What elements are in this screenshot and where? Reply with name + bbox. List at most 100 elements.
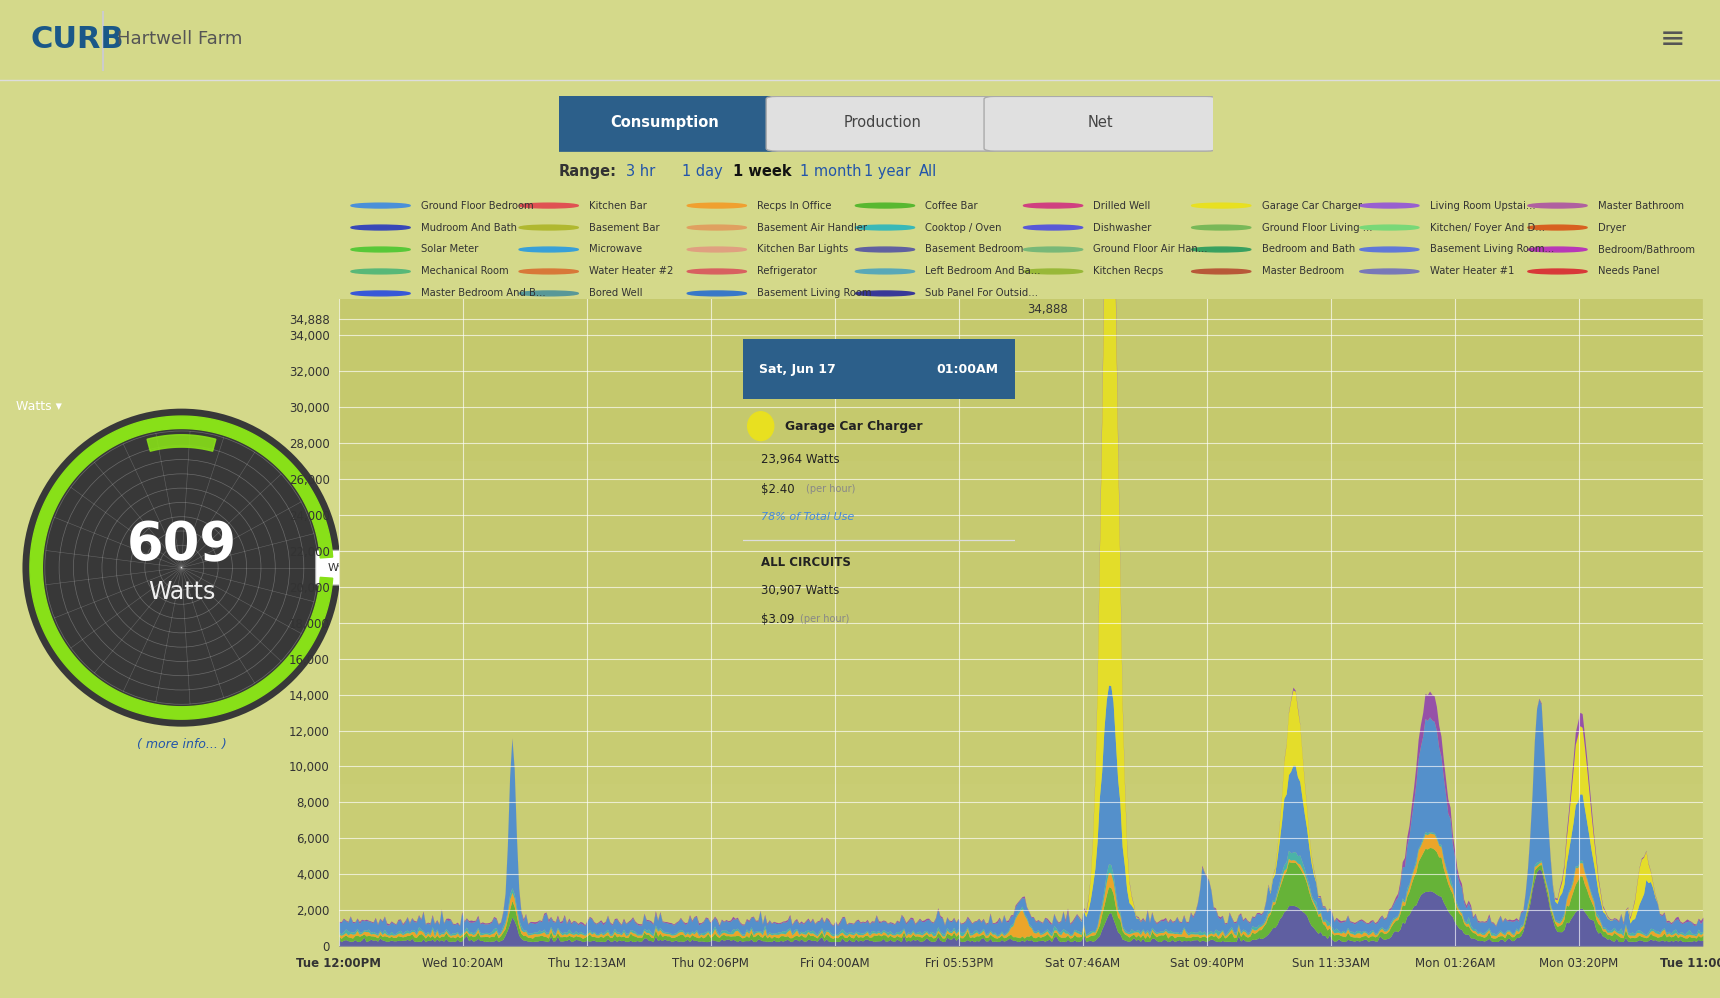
Circle shape [855,248,915,251]
Text: Consumption: Consumption [611,115,719,130]
Text: Dishwasher: Dishwasher [1094,223,1152,233]
Bar [339,461,1703,623]
Text: Basement Air Handler: Basement Air Handler [757,223,867,233]
Text: Garage Car Charger: Garage Car Charger [1261,201,1362,211]
Text: Drilled Well: Drilled Well [1094,201,1151,211]
Circle shape [22,408,341,727]
Text: Coffee Bar: Coffee Bar [925,201,979,211]
Text: Ground Floor Bedroom: Ground Floor Bedroom [421,201,533,211]
Text: $2.40: $2.40 [760,482,795,496]
Circle shape [1361,269,1419,273]
Text: Water Heater #1: Water Heater #1 [1429,266,1514,276]
Text: 30,907 Watts: 30,907 Watts [760,584,839,598]
Text: Basement Bedroom: Basement Bedroom [925,245,1023,254]
Circle shape [1192,204,1250,208]
Text: All: All [918,165,937,180]
Bar [339,784,1703,946]
Circle shape [1527,204,1588,208]
Circle shape [1023,269,1082,273]
Circle shape [1527,248,1588,251]
Circle shape [1192,226,1250,230]
Text: Recps In Office: Recps In Office [757,201,832,211]
Text: Range:: Range: [559,165,617,180]
Text: 1 month: 1 month [800,165,862,180]
Circle shape [1023,204,1082,208]
Bar [339,299,1703,461]
Circle shape [1361,226,1419,230]
Polygon shape [29,416,332,720]
Circle shape [688,269,746,273]
FancyBboxPatch shape [743,339,1015,399]
Text: 1 year: 1 year [863,165,910,180]
Text: Sat, Jun 17: Sat, Jun 17 [759,362,836,376]
Text: Cooktop / Oven: Cooktop / Oven [925,223,1001,233]
Text: CURB: CURB [31,25,124,54]
Circle shape [748,412,774,440]
Circle shape [688,291,746,295]
Circle shape [855,269,915,273]
Circle shape [519,204,578,208]
FancyBboxPatch shape [316,550,356,585]
Text: 1 week: 1 week [733,165,791,180]
Circle shape [351,291,409,295]
Bar [339,623,1703,784]
Text: Basement Living Room: Basement Living Room [757,288,872,298]
Text: ( more info... ): ( more info... ) [136,738,227,750]
FancyBboxPatch shape [549,97,781,151]
Circle shape [1192,248,1250,251]
Circle shape [351,226,409,230]
Text: Kitchen Recps: Kitchen Recps [1094,266,1164,276]
Circle shape [1361,204,1419,208]
Text: Net: Net [1087,115,1113,130]
Text: Garage Car Charger: Garage Car Charger [784,419,924,433]
Text: Master Bedroom: Master Bedroom [1261,266,1343,276]
Circle shape [1527,226,1588,230]
Text: Kitchen Bar: Kitchen Bar [588,201,647,211]
Text: 3 hr: 3 hr [626,165,655,180]
Text: ALL CIRCUITS: ALL CIRCUITS [760,556,851,569]
Text: Hartwell Farm: Hartwell Farm [117,30,243,48]
Circle shape [1527,269,1588,273]
Circle shape [688,248,746,251]
Polygon shape [146,435,217,451]
Text: Basement Living Room...: Basement Living Room... [1429,245,1553,254]
Circle shape [1023,248,1082,251]
Text: Basement Bar: Basement Bar [588,223,660,233]
Text: Bedroom/Bathroom: Bedroom/Bathroom [1598,245,1694,254]
FancyBboxPatch shape [765,97,999,151]
Text: Kitchen Bar Lights: Kitchen Bar Lights [757,245,848,254]
Text: Watts ▾: Watts ▾ [15,400,62,413]
Circle shape [1023,226,1082,230]
Circle shape [1361,248,1419,251]
Text: 34,888: 34,888 [1027,303,1068,316]
Text: Bored Well: Bored Well [588,288,643,298]
Text: Master Bedroom And B...: Master Bedroom And B... [421,288,545,298]
Text: Kitchen/ Foyer And D...: Kitchen/ Foyer And D... [1429,223,1545,233]
Text: Mechanical Room: Mechanical Room [421,266,509,276]
Text: Sub Panel For Outsid...: Sub Panel For Outsid... [925,288,1039,298]
Circle shape [855,226,915,230]
Text: Refrigerator: Refrigerator [757,266,817,276]
Text: 1 day: 1 day [681,165,722,180]
Text: Master Bathroom: Master Bathroom [1598,201,1684,211]
Text: Ground Floor Living ...: Ground Floor Living ... [1261,223,1373,233]
Circle shape [855,291,915,295]
Circle shape [351,269,409,273]
Text: Watts: Watts [148,581,215,605]
Circle shape [519,291,578,295]
Circle shape [1192,269,1250,273]
Circle shape [351,204,409,208]
Circle shape [351,248,409,251]
Text: ≡: ≡ [1660,25,1686,54]
Text: Mudroom And Bath: Mudroom And Bath [421,223,518,233]
Text: Living Room Upstai...: Living Room Upstai... [1429,201,1536,211]
Text: Dryer: Dryer [1598,223,1625,233]
Text: 01:00AM: 01:00AM [936,362,999,376]
Circle shape [688,204,746,208]
Text: W▾: W▾ [327,563,344,573]
Circle shape [688,226,746,230]
Text: $3.09: $3.09 [760,613,795,626]
Text: Needs Panel: Needs Panel [1598,266,1660,276]
Text: (per hour): (per hour) [805,484,855,494]
Circle shape [519,248,578,251]
